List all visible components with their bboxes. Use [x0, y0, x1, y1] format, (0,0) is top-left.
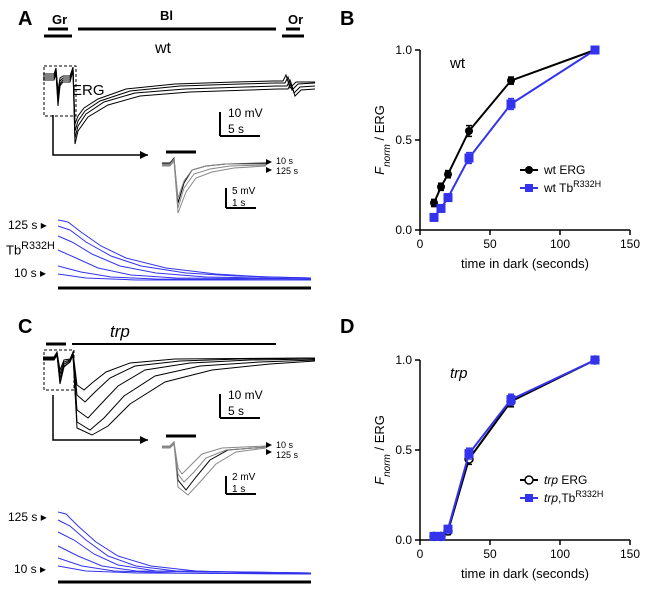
tb-traces-c — [56, 508, 316, 586]
marker-10s-a: 10 s ▸ — [14, 266, 46, 280]
stim-bars-a — [40, 26, 320, 44]
panel-c-label: C — [18, 316, 32, 339]
scale-v-a: 10 mV — [228, 106, 263, 120]
svg-text:0.5: 0.5 — [395, 443, 412, 457]
arrow-c — [48, 395, 158, 450]
scale-t-c: 5 s — [228, 404, 244, 418]
tb-traces-a — [56, 216, 316, 291]
svg-text:wt: wt — [449, 55, 466, 72]
panel-c-title: trp — [110, 322, 130, 342]
chart-b: 0 50 100 150 0.0 0.5 1.0 time in dark (seconds)… — [370, 40, 640, 280]
inset-scale-v-a: 5 mV — [232, 186, 255, 197]
panel-d-label: D — [340, 316, 354, 339]
inset-scale-t-a: 1 s — [232, 198, 245, 209]
inset-c-125s: 125 s — [276, 450, 298, 460]
svg-text:Fnorm / ERG: Fnorm / ERG — [372, 105, 393, 175]
svg-text:0.0: 0.0 — [395, 223, 412, 237]
inset-a-10s: 10 s — [276, 156, 293, 166]
svg-text:0: 0 — [417, 237, 424, 251]
panel-a-label: A — [18, 8, 32, 31]
stim-or-label: Or — [288, 12, 303, 27]
svg-text:0.0: 0.0 — [395, 533, 412, 547]
svg-text:150: 150 — [620, 547, 640, 561]
marker-10s-c: 10 s ▸ — [14, 562, 46, 576]
inset-c-10s: 10 s — [276, 440, 293, 450]
svg-text:trp,TbR332H: trp,TbR332H — [544, 489, 603, 505]
inset-c — [156, 432, 276, 504]
svg-text:100: 100 — [550, 547, 570, 561]
inset-a-125s: 125 s — [276, 166, 298, 176]
inset-scale-t-c: 1 s — [232, 484, 245, 495]
svg-text:0: 0 — [417, 547, 424, 561]
svg-text:trp: trp — [450, 365, 468, 382]
stim-bl-label: Bl — [160, 8, 173, 23]
svg-text:1.0: 1.0 — [395, 353, 412, 367]
svg-text:time in dark (seconds): time in dark (seconds) — [461, 566, 589, 581]
svg-text:1.0: 1.0 — [395, 43, 412, 57]
svg-text:trp ERG: trp ERG — [544, 473, 587, 487]
svg-text:time in dark (seconds): time in dark (seconds) — [461, 256, 589, 271]
marker-125s-c: 125 s ▸ — [8, 510, 47, 524]
panel-b-label: B — [340, 8, 354, 31]
svg-text:wt ERG: wt ERG — [543, 163, 585, 177]
svg-text:Fnorm / ERG: Fnorm / ERG — [372, 415, 393, 485]
svg-text:wt TbR332H: wt TbR332H — [543, 179, 601, 195]
inset-scale-v-c: 2 mV — [232, 472, 255, 483]
scale-t-a: 5 s — [228, 122, 244, 136]
stim-gr-label: Gr — [52, 12, 67, 27]
chart-d: 0 50 100 150 0.0 0.5 1.0 time in dark (seconds)… — [370, 350, 640, 590]
arrow-a — [48, 115, 158, 165]
scale-v-c: 10 mV — [228, 388, 263, 402]
svg-text:50: 50 — [483, 237, 497, 251]
erg-label-a: ERG — [72, 82, 105, 99]
inset-a — [156, 148, 276, 218]
svg-text:0.5: 0.5 — [395, 133, 412, 147]
svg-text:100: 100 — [550, 237, 570, 251]
svg-text:150: 150 — [620, 237, 640, 251]
svg-text:50: 50 — [483, 547, 497, 561]
marker-125s-a: 125 s ▸ — [8, 218, 47, 232]
tb-label-a: TbR332H — [6, 240, 55, 257]
